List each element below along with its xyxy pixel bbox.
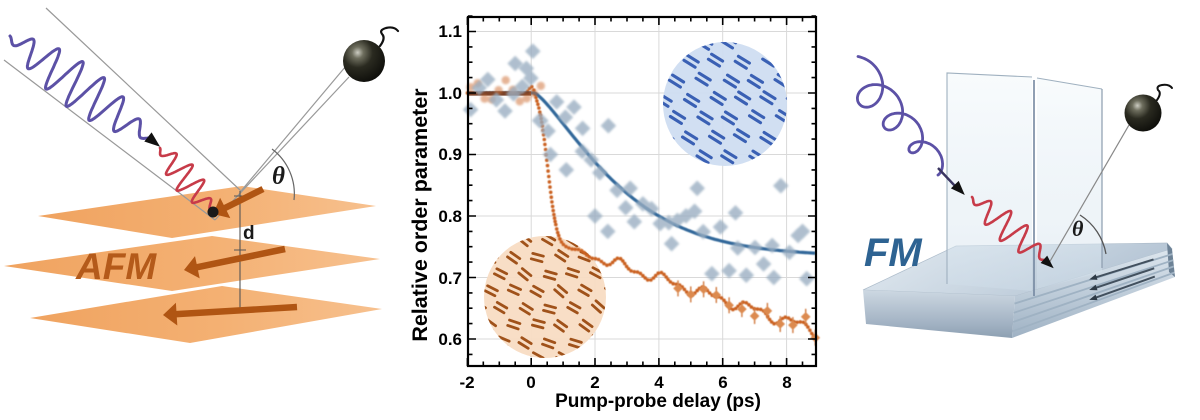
svg-text:0.8: 0.8 (438, 207, 462, 226)
svg-text:θ: θ (272, 163, 285, 190)
svg-text:d: d (243, 223, 255, 244)
svg-text:-2: -2 (459, 373, 474, 392)
svg-text:6: 6 (718, 373, 727, 392)
svg-text:2: 2 (590, 373, 599, 392)
svg-text:Pump-probe delay (ps): Pump-probe delay (ps) (555, 391, 761, 412)
svg-text:FM: FM (864, 231, 923, 275)
svg-text:AFM: AFM (75, 246, 157, 287)
svg-text:Relative order parameter: Relative order parameter (408, 88, 432, 342)
svg-text:1.1: 1.1 (438, 22, 462, 41)
svg-text:0.6: 0.6 (438, 330, 462, 349)
svg-text:0.9: 0.9 (438, 145, 462, 164)
svg-text:0.7: 0.7 (438, 269, 462, 288)
svg-text:0: 0 (526, 373, 535, 392)
svg-text:4: 4 (654, 373, 664, 392)
svg-text:1.0: 1.0 (438, 84, 462, 103)
svg-text:8: 8 (782, 373, 791, 392)
svg-text:θ: θ (1072, 216, 1084, 241)
